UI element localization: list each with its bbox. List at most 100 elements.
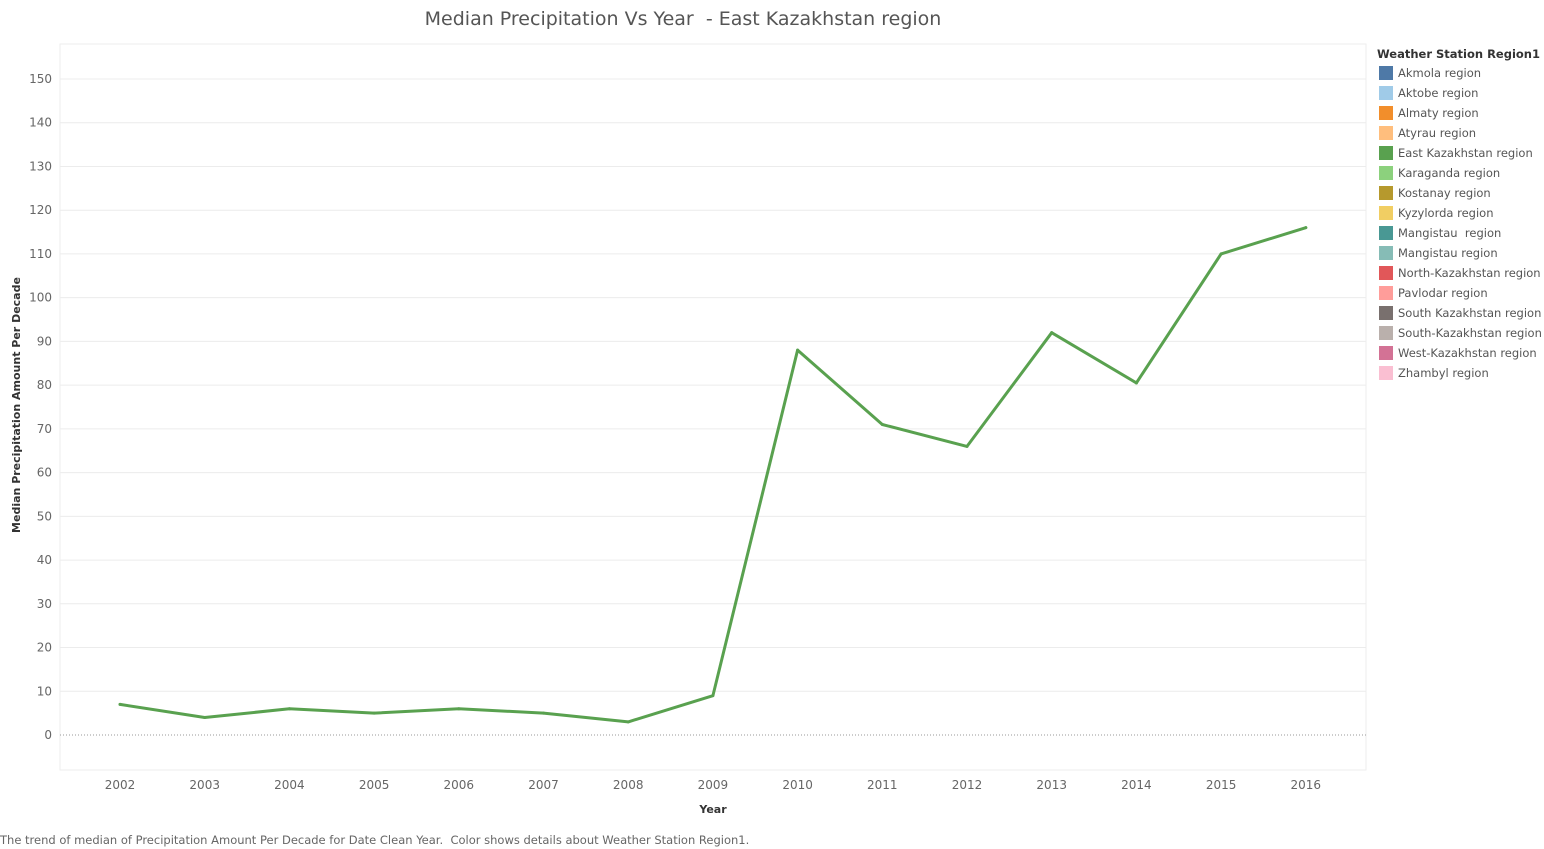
legend-label: Zhambyl region (1398, 366, 1489, 380)
x-tick-label: 2007 (528, 778, 559, 792)
data-point (542, 711, 545, 715)
chart-title: Median Precipitation Vs Year - East Kaza… (424, 8, 942, 30)
legend-label: East Kazakhstan region (1398, 146, 1533, 160)
legend-swatch (1379, 126, 1393, 140)
y-tick-label: 120 (29, 203, 52, 217)
x-tick-label: 2008 (613, 778, 644, 792)
y-tick-label: 90 (37, 334, 52, 348)
plot-area (59, 43, 1367, 771)
x-tick-label: 2006 (444, 778, 475, 792)
legend-swatch (1379, 106, 1393, 120)
y-tick-label: 100 (29, 291, 52, 305)
legend-label: Karaganda region (1398, 166, 1501, 180)
legend-swatch (1379, 326, 1393, 340)
legend-item[interactable]: South-Kazakhstan region (1377, 323, 1544, 343)
legend-item[interactable]: Almaty region (1377, 103, 1544, 123)
legend: Weather Station Region1 Akmola region Akt… (1377, 45, 1544, 383)
x-axis-title: Year (698, 803, 727, 816)
legend-item[interactable]: Akmola region (1377, 63, 1544, 83)
legend-item[interactable]: South Kazakhstan region (1377, 303, 1544, 323)
legend-item[interactable]: Kostanay region (1377, 183, 1544, 203)
legend-item[interactable]: Zhambyl region (1377, 363, 1544, 383)
legend-item[interactable]: Mangistau region (1377, 243, 1544, 263)
legend-item[interactable]: Aktobe region (1377, 83, 1544, 103)
data-point (880, 422, 884, 426)
legend-label: Akmola region (1398, 66, 1482, 80)
x-tick-label: 2012 (952, 778, 983, 792)
y-tick-label: 150 (29, 72, 52, 86)
legend-swatch (1379, 266, 1393, 280)
y-tick-label: 50 (37, 509, 52, 523)
data-point (372, 711, 376, 715)
legend-swatch (1379, 366, 1393, 380)
data-point (287, 707, 291, 711)
legend-swatch (1379, 346, 1393, 360)
y-tick-label: 70 (37, 422, 52, 436)
data-point (796, 348, 800, 352)
legend-label: North-Kazakhstan region (1398, 266, 1541, 280)
data-point (1219, 252, 1223, 256)
legend-label: South-Kazakhstan region (1398, 326, 1542, 340)
y-tick-label: 130 (29, 159, 52, 173)
data-point (965, 444, 969, 448)
x-tick-label: 2014 (1121, 778, 1152, 792)
legend-swatch (1379, 186, 1393, 200)
chart-caption: The trend of median of Precipitation Amo… (0, 833, 750, 847)
legend-item[interactable]: Karaganda region (1377, 163, 1544, 183)
legend-label: South Kazakhstan region (1398, 306, 1542, 320)
y-tick-label: 60 (37, 466, 52, 480)
legend-swatch (1379, 246, 1393, 260)
data-point (118, 702, 122, 706)
x-tick-label: 2015 (1206, 778, 1237, 792)
y-tick-label: 40 (37, 553, 52, 567)
legend-swatch (1379, 286, 1393, 300)
legend-label: Aktobe region (1398, 86, 1479, 100)
x-tick-label: 2011 (867, 778, 898, 792)
data-point (1050, 331, 1054, 335)
legend-item[interactable]: Mangistau region (1377, 223, 1544, 243)
legend-item[interactable]: Pavlodar region (1377, 283, 1544, 303)
x-tick-label: 2010 (782, 778, 813, 792)
legend-title: Weather Station Region1 (1377, 47, 1540, 61)
legend-swatch (1379, 206, 1393, 220)
legend-label: Kyzylorda region (1398, 206, 1494, 220)
y-axis-ticks: 0 10 20 30 40 50 60 70 80 90 100 110 120 130 140 150 (29, 72, 52, 742)
legend-swatch (1379, 146, 1393, 160)
legend-item[interactable]: Kyzylorda region (1377, 203, 1544, 223)
legend-label: Atyrau region (1398, 126, 1477, 140)
legend-swatch (1379, 306, 1393, 320)
y-tick-label: 110 (29, 247, 52, 261)
x-tick-label: 2003 (189, 778, 220, 792)
legend-label: Pavlodar region (1398, 286, 1488, 300)
legend-item[interactable]: West-Kazakhstan region (1377, 343, 1544, 363)
line-chart: 0 10 20 30 40 50 60 70 80 90 100 110 120 130 140 150 20… (10, 43, 1367, 816)
y-axis-title: Median Precipitation Amount Per Decade (10, 277, 23, 533)
legend-label: West-Kazakhstan region (1398, 346, 1537, 360)
x-tick-label: 2016 (1291, 778, 1322, 792)
x-tick-label: 2004 (274, 778, 305, 792)
legend-label: Mangistau region (1398, 226, 1502, 240)
y-tick-label: 140 (29, 116, 52, 130)
data-point (711, 694, 715, 698)
x-tick-label: 2009 (698, 778, 729, 792)
legend-swatch (1379, 86, 1393, 100)
legend-item[interactable]: North-Kazakhstan region (1377, 263, 1544, 283)
legend-swatch (1379, 66, 1393, 80)
y-tick-label: 10 (37, 684, 52, 698)
legend-swatch (1379, 166, 1393, 180)
x-tick-label: 2002 (105, 778, 136, 792)
legend-item[interactable]: Atyrau region (1377, 123, 1544, 143)
y-tick-label: 20 (37, 641, 52, 655)
x-axis-ticks: 2002 2003 2004 2005 2006 2007 2008 2009 2010 2011… (105, 778, 1321, 792)
legend-items: Akmola region Aktobe region Almaty region A… (1377, 63, 1544, 383)
data-point (1134, 381, 1138, 385)
legend-label: Mangistau region (1398, 246, 1498, 260)
legend-item[interactable]: East Kazakhstan region (1377, 143, 1544, 163)
legend-swatch (1379, 226, 1393, 240)
x-tick-label: 2013 (1036, 778, 1067, 792)
data-point (1304, 226, 1308, 230)
data-point (457, 707, 461, 711)
y-tick-label: 0 (44, 728, 52, 742)
y-tick-label: 80 (37, 378, 52, 392)
legend-label: Almaty region (1398, 106, 1479, 120)
